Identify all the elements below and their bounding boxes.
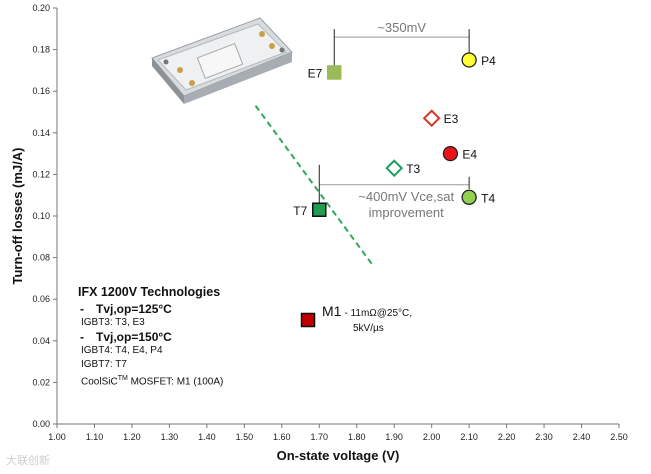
legend-coolsic: CoolSiCTM MOSFET: M1 (100A) xyxy=(81,372,308,389)
legend-dash-1: - xyxy=(80,302,84,316)
point-marker-p4 xyxy=(461,52,477,68)
point-e7: E7 xyxy=(308,65,342,80)
power-module-image xyxy=(151,17,293,104)
point-marker-t7 xyxy=(312,202,327,218)
legend-group2-head-text: Tvj,op=150°C xyxy=(96,330,172,344)
trend-line-group xyxy=(254,105,373,265)
m1-note-line2: 5kV/µs xyxy=(353,323,384,334)
x-tick-label: 2.30 xyxy=(535,432,553,442)
legend-group2-head: - Tvj,op=150°C xyxy=(80,330,308,344)
legend-igbt3: IGBT3: T3, E3 xyxy=(81,317,145,328)
legend-group1-head: - Tvj,op=125°C xyxy=(80,302,308,316)
point-t4: T4 xyxy=(461,189,495,205)
annotation-mid-text-2: improvement xyxy=(369,205,445,220)
y-tick-label: 0.04 xyxy=(32,336,50,346)
y-tick-label: 0.06 xyxy=(32,294,50,304)
point-marker-e7 xyxy=(327,65,342,80)
y-tick-label: 0.20 xyxy=(32,3,50,13)
legend-igbt7: IGBT7: T7 xyxy=(81,359,127,370)
y-tick-label: 0.08 xyxy=(32,253,50,263)
x-tick-label: 2.50 xyxy=(610,432,628,442)
point-t7: T7 xyxy=(293,202,327,218)
point-label-e4: E4 xyxy=(462,148,477,162)
x-tick-label: 1.60 xyxy=(273,432,291,442)
point-label-t7: T7 xyxy=(293,204,307,218)
m1-note-line1: M1- 11mΩ@25°C, xyxy=(322,304,412,321)
point-marker-t3 xyxy=(385,159,404,178)
y-axis-title: Turn-off losses (mJ/A) xyxy=(10,148,25,285)
point-marker-m1 xyxy=(300,312,316,328)
trend-line xyxy=(254,105,373,265)
data-points-group: E7 P4 E3 E4 T3 T4 T7 xyxy=(293,52,496,328)
point-marker-t4 xyxy=(461,189,477,205)
legend-title: IFX 1200V Technologies xyxy=(78,285,221,299)
point-label-e7: E7 xyxy=(308,66,323,80)
y-tick-label: 0.18 xyxy=(32,45,50,55)
watermark: 大联创新 xyxy=(6,455,50,467)
m1-note: M1- 11mΩ@25°C, 5kV/µs xyxy=(322,304,412,336)
point-label-t3: T3 xyxy=(406,162,420,176)
y-tick-label: 0.10 xyxy=(32,211,50,221)
point-e3: E3 xyxy=(422,109,459,128)
x-tick-label: 2.00 xyxy=(423,432,441,442)
y-tick-label: 0.00 xyxy=(32,419,50,429)
point-m1 xyxy=(300,312,316,328)
annotation-top-text: ~350mV xyxy=(377,20,426,35)
x-tick-label: 1.40 xyxy=(198,432,216,442)
technology-legend: IFX 1200V Technologies - Tvj,op=125°C IGB… xyxy=(78,285,308,389)
x-tick-label: 1.20 xyxy=(123,432,141,442)
legend-coolsic-prefix: CoolSiC xyxy=(81,376,118,388)
y-tick-label: 0.02 xyxy=(32,377,50,387)
x-tick-label: 1.30 xyxy=(161,432,179,442)
point-marker-e4 xyxy=(442,145,459,162)
x-axis-title: On-state voltage (V) xyxy=(277,448,400,463)
x-tick-label: 2.20 xyxy=(498,432,516,442)
chart-axes: 1.00 1.10 1.20 1.30 1.40 1.50 1.60 1.70 1.80 1.90… xyxy=(10,3,628,463)
point-p4: P4 xyxy=(461,52,496,68)
legend-coolsic-suffix: MOSFET: M1 (100A) xyxy=(127,376,224,388)
point-label-t4: T4 xyxy=(481,191,495,205)
point-label-e3: E3 xyxy=(444,112,459,126)
point-e4: E4 xyxy=(442,145,477,162)
x-tick-label: 1.70 xyxy=(311,432,329,442)
y-tick-label: 0.16 xyxy=(32,86,50,96)
legend-igbt4: IGBT4: T4, E4, P4 xyxy=(81,345,163,356)
x-tick-label: 1.50 xyxy=(236,432,254,442)
legend-coolsic-sup: TM xyxy=(117,375,128,382)
x-tick-label: 1.00 xyxy=(48,432,66,442)
y-tick-label: 0.12 xyxy=(32,169,50,179)
point-label-p4: P4 xyxy=(481,54,496,68)
x-tick-label: 2.10 xyxy=(460,432,478,442)
annotation-mid-text-1: ~400mV Vce,sat xyxy=(358,189,454,204)
legend-dash-2: - xyxy=(80,330,84,344)
x-tick-label: 1.10 xyxy=(86,432,104,442)
m1-note-text1: - 11mΩ@25°C, xyxy=(344,308,413,319)
y-tick-label: 0.14 xyxy=(32,128,50,138)
x-tick-label: 1.80 xyxy=(348,432,366,442)
m1-note-name: M1 xyxy=(322,303,342,319)
x-tick-label: 1.90 xyxy=(385,432,403,442)
legend-group1-head-text: Tvj,op=125°C xyxy=(96,302,172,316)
point-marker-e3 xyxy=(422,109,441,128)
x-tick-label: 2.40 xyxy=(573,432,591,442)
point-t3: T3 xyxy=(385,159,421,178)
